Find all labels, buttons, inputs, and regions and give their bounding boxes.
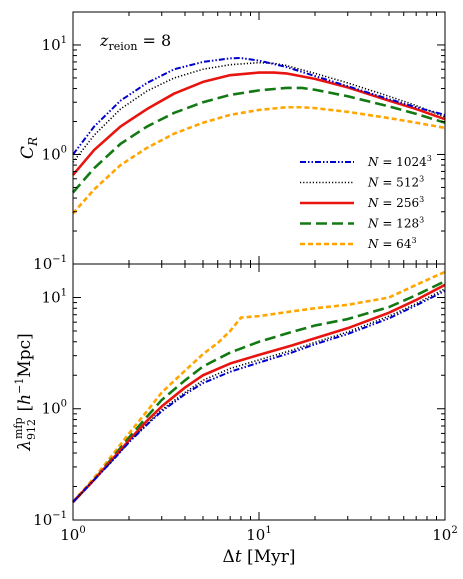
series-line — [72, 71, 446, 176]
bottom-xlabel: Δt [Myr] — [223, 547, 296, 567]
legend-label: N = 1283 — [367, 216, 424, 231]
legend-label: N = 10243 — [367, 154, 432, 169]
y-tick-label: 10−1 — [33, 254, 67, 273]
x-tick-label: 102 — [432, 525, 457, 544]
y-tick-label: 10−1 — [33, 510, 67, 529]
series-line — [72, 105, 446, 215]
legend-label: N = 2563 — [367, 195, 424, 210]
legend: N = 10243 N = 5123 N = 2563 N = 1283 N = 643 — [300, 154, 432, 251]
y-tick-label: 101 — [42, 287, 67, 306]
top-ylabel: CR — [18, 137, 40, 159]
y-tick-label: 100 — [42, 399, 67, 418]
series-line — [72, 61, 446, 163]
series-line — [72, 86, 446, 194]
annotation-zreion: zreion = 8 — [99, 31, 171, 53]
series-line — [72, 289, 446, 503]
bottom-plot-frame — [72, 263, 446, 521]
bottom-series-group — [72, 270, 446, 503]
top-series-group — [72, 57, 446, 215]
x-tick-label: 101 — [246, 525, 271, 544]
series-line — [72, 57, 446, 156]
panel-top: 10−1 100 101 zreion = 8 CR N = 10243 N = 51… — [18, 11, 446, 273]
series-line — [72, 280, 446, 503]
y-tick-label: 101 — [42, 35, 67, 54]
series-line — [72, 270, 446, 503]
y-tick-label: 100 — [42, 144, 67, 163]
series-line — [72, 283, 446, 503]
series-line — [72, 287, 446, 503]
legend-label: N = 5123 — [367, 175, 424, 190]
x-tick-label: 100 — [60, 525, 85, 544]
legend-label: N = 643 — [367, 236, 417, 251]
bottom-ylabel: λ912mfp[h−1Mpc] — [12, 333, 38, 452]
top-ticks-group: 10−1 100 101 — [33, 11, 446, 273]
